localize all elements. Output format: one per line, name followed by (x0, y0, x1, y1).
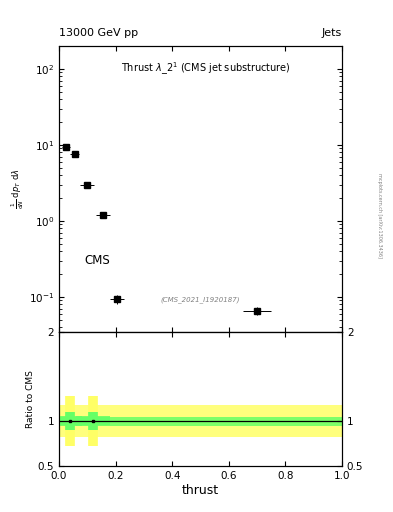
Y-axis label: $\frac{1}{\mathrm{d}N}\ \mathrm{d}p_T\ \mathrm{d}\lambda$: $\frac{1}{\mathrm{d}N}\ \mathrm{d}p_T\ \… (9, 168, 26, 209)
X-axis label: thrust: thrust (182, 483, 219, 497)
Y-axis label: Ratio to CMS: Ratio to CMS (26, 370, 35, 428)
Text: CMS: CMS (84, 254, 110, 267)
Text: Thrust $\lambda\_2^1$ (CMS jet substructure): Thrust $\lambda\_2^1$ (CMS jet substruct… (121, 60, 291, 77)
Text: (CMS_2021_I1920187): (CMS_2021_I1920187) (161, 296, 240, 303)
Text: mcplots.cern.ch [arXiv:1306.3436]: mcplots.cern.ch [arXiv:1306.3436] (377, 173, 382, 258)
Text: Jets: Jets (321, 28, 342, 38)
Text: 13000 GeV pp: 13000 GeV pp (59, 28, 138, 38)
